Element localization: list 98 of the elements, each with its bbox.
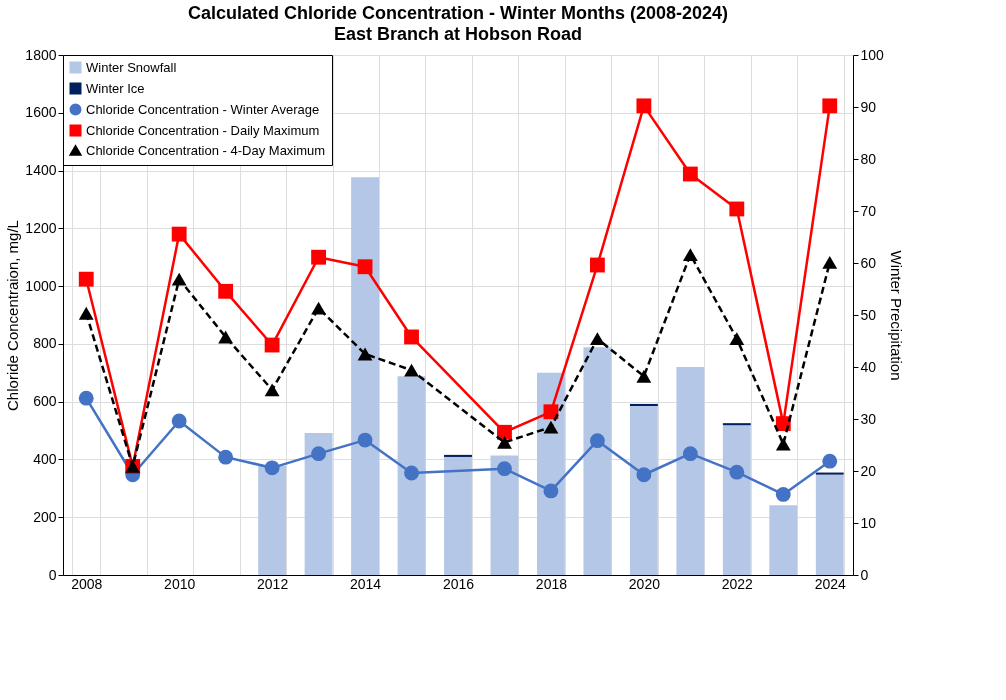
point [822,453,838,469]
y2-tick-label: 0 [860,566,869,583]
bar [629,403,658,406]
bar [629,406,658,575]
point [497,435,512,449]
point [729,464,745,480]
legend-label: Chloride Concentration - 4-Day Maximum [86,142,326,158]
bar [722,423,751,426]
y2-tick-label: 20 [860,462,877,479]
x-tick-label: 2016 [442,575,475,592]
bar [397,376,426,575]
y-tick-label: 600 [33,393,57,410]
y-tick-label: 0 [48,566,57,583]
bar [676,367,705,575]
y2-tick-label: 70 [860,202,877,219]
point [543,420,559,434]
point [775,487,791,502]
point [822,98,838,114]
point [311,301,326,315]
point [218,330,234,344]
point [729,332,745,346]
point [543,404,559,420]
y2-tick-label: 30 [860,410,877,427]
y2-tick-label: 40 [860,358,877,375]
point [78,271,94,287]
x-tick-label: 2022 [721,575,754,592]
point [682,446,698,462]
bar [258,465,287,575]
point [590,332,605,346]
point [404,465,419,481]
point [264,383,280,397]
point [636,467,652,483]
legend-label: Chloride Concentration - Daily Maximum [86,122,320,138]
point [218,449,234,465]
y-tick-label: 400 [33,450,57,467]
point [264,337,280,353]
y2-tick-label: 60 [860,254,877,271]
y-tick-label: 800 [33,335,57,352]
point [636,98,652,114]
legend-label: Winter Snowfall [86,59,177,75]
point [311,249,326,265]
point [822,256,838,269]
point [171,413,187,429]
y2-tick-label: 50 [860,306,877,323]
point [682,248,698,262]
y2-tick-label: 80 [860,150,877,167]
y-tick-label: 1000 [25,277,57,294]
point [729,201,745,217]
point [404,329,419,345]
bar [351,177,379,575]
bar [769,505,798,575]
y-tick-label: 1800 [25,46,57,63]
legend-label: Winter Ice [86,80,145,96]
y2-tick-label: 90 [860,98,877,115]
x-tick-label: 2018 [535,575,568,592]
point [357,347,373,361]
x-tick-label: 2010 [164,575,196,592]
y2-tick-label: 10 [860,514,877,531]
point [171,226,187,242]
x-tick-label: 2024 [814,575,847,592]
chart-title: Calculated Chloride Concentration - Winter Months (2008-2024) [188,3,728,23]
y-tick-label: 1200 [25,219,57,236]
point [775,437,791,451]
legend-label: Chloride Concentration - Winter Average [86,101,320,117]
bar [304,433,333,575]
bar [444,454,472,457]
y-tick-label: 200 [33,508,57,525]
point [218,283,234,299]
point [682,166,698,182]
bar [583,347,612,575]
x-tick-label: 2020 [628,575,661,592]
chart-subtitle: East Branch at Hobson Road [333,24,583,44]
point [404,363,419,377]
y-axis-title: Chloride Concentraion, mg/L [4,220,22,411]
bar [722,425,751,575]
x-tick-label: 2008 [71,575,103,592]
point [590,257,605,273]
bar [815,472,844,475]
point [171,272,187,286]
point [497,461,512,477]
y2-axis-title: Winter Precipitation [887,250,905,381]
x-tick-label: 2012 [257,575,289,592]
y2-tick-label: 100 [860,46,885,63]
y-tick-label: 1600 [25,104,57,121]
point [357,259,373,275]
point [590,433,605,449]
point [357,432,373,448]
bar [490,455,519,575]
y-tick-label: 1400 [25,162,57,179]
bar [815,474,844,575]
point [311,446,326,462]
point [264,460,280,476]
bar [444,456,472,575]
point [78,390,94,406]
point [636,369,652,383]
point [543,483,559,499]
point [78,306,94,320]
x-tick-label: 2014 [349,575,382,592]
